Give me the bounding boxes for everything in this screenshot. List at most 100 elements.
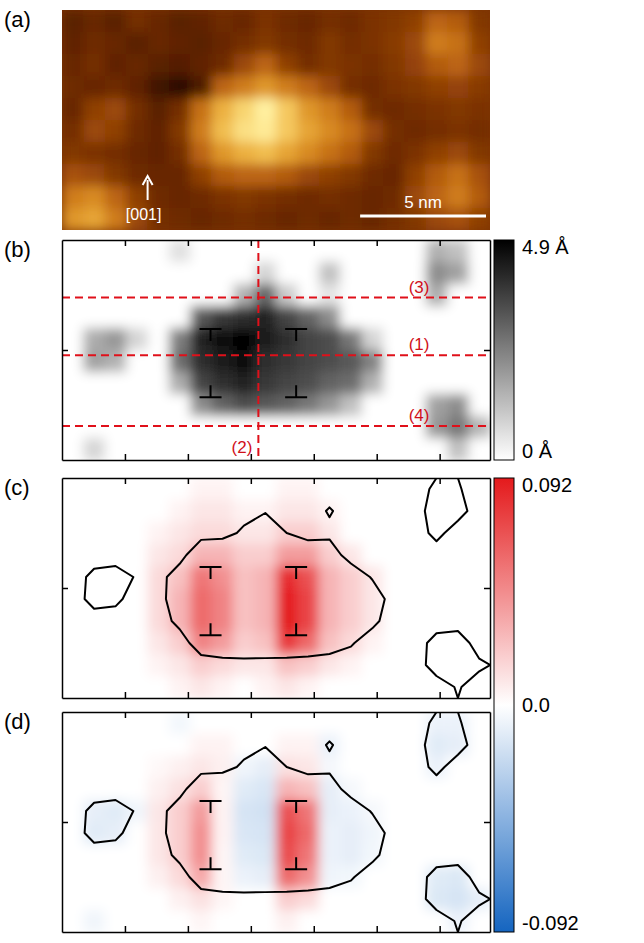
plot-background <box>62 10 490 230</box>
tick-mark <box>376 926 378 932</box>
cell <box>383 800 405 823</box>
cell <box>105 778 127 801</box>
cell <box>362 328 384 351</box>
cell <box>169 522 191 545</box>
cell <box>190 142 212 165</box>
cell <box>126 632 148 655</box>
cell <box>105 328 127 351</box>
cell <box>233 186 255 209</box>
cell <box>105 866 127 889</box>
cell <box>62 822 84 845</box>
cell <box>190 372 212 395</box>
cell <box>255 756 277 779</box>
panel: [001]5 nm(a) <box>4 7 491 231</box>
cell <box>233 306 255 329</box>
cell <box>212 566 234 589</box>
cell <box>426 844 448 867</box>
cell <box>362 712 384 735</box>
cell <box>447 610 469 633</box>
cell <box>319 416 341 439</box>
cell <box>148 54 170 77</box>
cell <box>233 76 255 99</box>
cell <box>426 888 448 911</box>
tick-mark <box>251 692 253 698</box>
tick <box>125 240 126 246</box>
cell <box>383 262 405 285</box>
tick <box>314 478 315 484</box>
cell <box>469 164 490 187</box>
cell <box>447 208 469 230</box>
cell <box>383 208 405 230</box>
cell <box>404 32 426 55</box>
cell <box>362 350 384 373</box>
panel: (d) <box>4 709 491 933</box>
cell <box>105 544 127 567</box>
cell <box>340 142 362 165</box>
cell <box>340 186 362 209</box>
tick-mark <box>62 822 68 824</box>
cell <box>319 888 341 911</box>
cell <box>62 350 84 373</box>
tick <box>440 478 441 484</box>
cell <box>383 756 405 779</box>
cell <box>233 372 255 395</box>
cell <box>255 120 277 143</box>
axis <box>62 713 68 933</box>
cell <box>190 822 212 845</box>
cell <box>148 654 170 677</box>
cell <box>212 306 234 329</box>
cell <box>148 284 170 307</box>
cell <box>62 712 84 735</box>
cell <box>233 478 255 501</box>
cell <box>83 712 105 735</box>
plot-background <box>62 240 490 460</box>
cell <box>383 588 405 611</box>
cell <box>362 98 384 121</box>
cell <box>105 372 127 395</box>
cell <box>212 676 234 698</box>
cell <box>148 350 170 373</box>
cell <box>255 10 277 33</box>
dislocation <box>285 801 307 813</box>
cell <box>340 478 362 501</box>
cell <box>148 120 170 143</box>
cell <box>447 756 469 779</box>
cell <box>169 756 191 779</box>
cell <box>255 588 277 611</box>
cell <box>105 910 127 932</box>
cell <box>276 676 298 698</box>
cell <box>190 416 212 439</box>
cell <box>383 98 405 121</box>
tick-mark <box>188 240 190 246</box>
cell <box>83 284 105 307</box>
cell <box>404 372 426 395</box>
cell <box>340 350 362 373</box>
cell <box>126 822 148 845</box>
cell <box>169 566 191 589</box>
cell <box>126 120 148 143</box>
cell <box>105 800 127 823</box>
cell <box>83 888 105 911</box>
cell <box>190 500 212 523</box>
cell <box>469 306 490 329</box>
cell <box>404 10 426 33</box>
cell <box>83 654 105 677</box>
cell <box>340 734 362 757</box>
cell <box>383 844 405 867</box>
dislocation <box>200 329 222 341</box>
cell <box>105 438 127 460</box>
cell <box>297 910 319 932</box>
tick-mark <box>125 926 127 932</box>
cell <box>469 284 490 307</box>
cell <box>233 240 255 263</box>
cell <box>190 676 212 698</box>
cell <box>383 910 405 932</box>
cell <box>404 844 426 867</box>
cell <box>62 76 84 99</box>
tick-mark <box>376 712 378 718</box>
cell <box>404 164 426 187</box>
cell <box>383 888 405 911</box>
cell <box>340 10 362 33</box>
cell <box>362 284 384 307</box>
cell <box>362 208 384 230</box>
